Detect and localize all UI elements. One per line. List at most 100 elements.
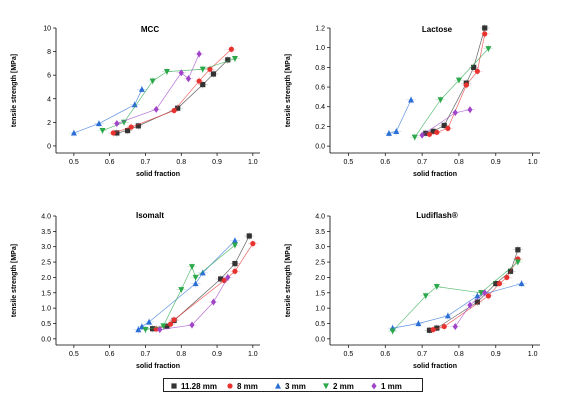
data-point <box>171 107 177 114</box>
x-tick-label: 0.6 <box>105 159 115 166</box>
x-tick-label: 0.7 <box>141 351 151 358</box>
series-line <box>145 244 236 330</box>
chart-title: Ludiflash® <box>416 211 458 220</box>
legend-item: 8 mm <box>227 382 258 391</box>
x-axis-label: solid fraction <box>136 171 180 178</box>
data-point <box>514 259 521 266</box>
y-tick-label: 2.5 <box>41 260 51 267</box>
data-point <box>199 269 206 276</box>
data-point <box>157 326 163 334</box>
x-tick-label: 0.7 <box>417 159 427 166</box>
data-point <box>138 86 145 92</box>
y-tick-label: 1.0 <box>315 45 325 52</box>
series-line <box>138 240 236 330</box>
data-point <box>434 325 440 331</box>
data-point <box>482 31 488 37</box>
data-point <box>434 129 440 135</box>
y-tick-label: 2.5 <box>315 260 325 267</box>
legend-marker <box>227 383 233 389</box>
y-tick-label: 10 <box>43 26 51 33</box>
data-point <box>433 284 440 290</box>
y-tick-label: 1.5 <box>41 290 51 297</box>
data-point <box>452 109 458 117</box>
data-point <box>135 326 142 333</box>
data-point <box>146 318 153 325</box>
y-tick-label: 6 <box>47 73 51 80</box>
y-tick-label: 1.2 <box>315 26 325 33</box>
series-line <box>113 48 232 134</box>
series-line <box>102 58 236 131</box>
x-tick-label: 0.6 <box>380 351 390 358</box>
x-tick-label: 0.8 <box>454 159 464 166</box>
data-point <box>478 290 485 296</box>
series-8-mm <box>108 45 237 137</box>
data-point <box>426 327 433 333</box>
data-point <box>452 323 458 330</box>
x-tick-label: 1.0 <box>248 351 258 358</box>
data-point <box>515 247 521 253</box>
series-2-mm <box>387 258 523 336</box>
y-tick-label: 2 <box>47 120 51 127</box>
data-point <box>430 327 436 333</box>
data-point <box>422 293 429 300</box>
series-2-mm <box>140 241 240 334</box>
y-tick-label: 1.5 <box>315 290 325 297</box>
y-tick-label: 0.2 <box>315 124 325 131</box>
x-tick-label: 0.8 <box>454 351 464 358</box>
data-point <box>192 274 199 281</box>
data-point <box>423 130 429 136</box>
chart-panel-0: 0.5 0.6 0.7 0.8 0.9 1.0 0 2 4 6 8 10 MCC solid fracti… <box>11 25 260 178</box>
series-3-mm <box>387 279 527 333</box>
chart-panel-1: 0.5 0.6 0.7 0.8 0.9 1.0 0.0 0.2 0.4 0.6 0.8 1.0 1.2 L… <box>285 24 540 178</box>
data-point <box>232 268 238 274</box>
data-point <box>444 312 451 319</box>
y-tick-label: 3.5 <box>315 229 325 236</box>
legend-marker <box>275 382 281 389</box>
data-point <box>178 69 184 77</box>
data-point <box>250 241 256 247</box>
series-line <box>433 258 519 330</box>
y-tick-label: 0.6 <box>315 85 325 92</box>
data-point <box>171 317 177 323</box>
data-point <box>124 127 131 134</box>
series-line <box>152 235 250 330</box>
data-point <box>128 124 134 130</box>
data-point <box>231 56 238 62</box>
data-point <box>389 328 396 335</box>
x-axis-label: solid fraction <box>136 363 180 370</box>
data-point <box>232 261 238 267</box>
data-point <box>455 77 462 84</box>
data-point <box>207 66 213 72</box>
data-point <box>131 101 138 108</box>
series-line <box>429 249 519 331</box>
data-point <box>408 96 415 103</box>
data-point <box>482 25 488 31</box>
data-point <box>210 71 217 77</box>
y-axis-label: tensile strength [MPa] <box>285 54 292 127</box>
y-tick-label: 4.0 <box>315 214 325 221</box>
data-point <box>471 64 477 70</box>
data-point <box>518 280 525 287</box>
y-tick-label: 3.0 <box>315 244 325 251</box>
series-3-mm <box>133 236 240 334</box>
chart-panel-2: 0.5 0.6 0.7 0.8 0.9 1.0 0.0 0.5 1.0 1.5 2.0 2.5 3.0 3… <box>11 211 260 370</box>
data-point <box>114 130 120 136</box>
data-point <box>99 127 106 134</box>
data-point <box>496 280 503 287</box>
data-point <box>185 75 192 83</box>
series-8-mm <box>424 29 490 139</box>
data-point <box>199 66 206 73</box>
y-axis-label: tensile strength [MPa] <box>285 244 292 317</box>
legend-item: 3 mm <box>275 382 306 391</box>
y-tick-label: 0.0 <box>41 336 51 343</box>
series-11-28-mm <box>424 245 523 335</box>
legend: 11.28 mm 8 mm 3 mm 2 mm 1 mm <box>163 378 423 392</box>
x-tick-label: 0.9 <box>491 351 501 358</box>
series-3-mm <box>68 85 147 137</box>
y-tick-label: 0.0 <box>315 144 325 151</box>
legend-marker <box>171 383 177 389</box>
data-point <box>95 120 102 127</box>
series-1-mm <box>417 105 475 140</box>
data-point <box>200 82 206 88</box>
data-point <box>467 301 473 309</box>
